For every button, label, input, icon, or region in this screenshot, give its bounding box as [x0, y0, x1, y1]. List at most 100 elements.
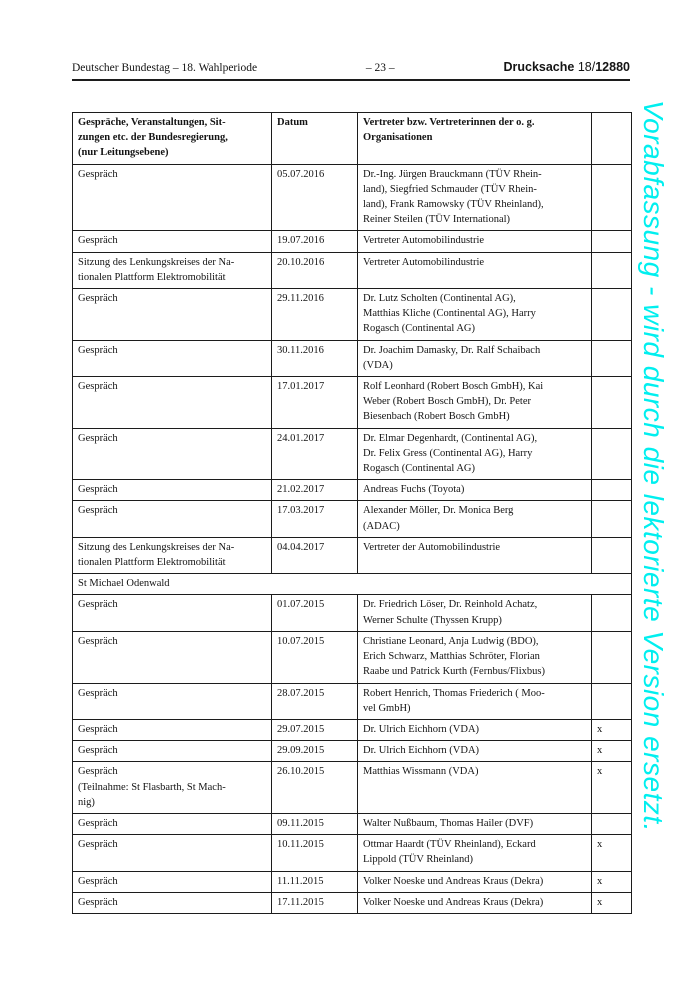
cell-representatives: Vertreter der Automobilindustrie — [357, 536, 592, 575]
watermark-text: Vorabfassung - wird durch die lektoriert… — [638, 100, 669, 832]
cell-representatives: Volker Noeske und Andreas Kraus (Dekra) — [357, 891, 592, 914]
cell-event: Gespräch — [72, 230, 272, 253]
cell-date: 28.07.2015 — [271, 682, 358, 720]
cell-event: Gespräch — [72, 870, 272, 893]
table-row: Gespräch 10.11.2015 Ottmar Haardt (TÜV Rhe… — [72, 834, 632, 872]
cell-representatives: Walter Nußbaum, Thomas Hailer (DVF) — [357, 812, 592, 836]
cell-mark — [591, 339, 632, 378]
cell-representatives: Dr. Lutz Scholten (Continental AG), Matt… — [357, 288, 592, 341]
table-row: Gespräch 30.11.2016 Dr. Joachim Damasky, D… — [72, 339, 632, 378]
cell-event: Gespräch — [72, 594, 272, 632]
cell-representatives: Matthias Wissmann (VDA) — [357, 761, 592, 814]
table-row: Gespräch 29.07.2015 Dr. Ulrich Eichhorn (V… — [72, 718, 632, 742]
cell-event: Gespräch — [72, 740, 272, 763]
cell-mark — [591, 594, 632, 632]
cell-representatives: Rolf Leonhard (Robert Bosch GmbH), Kai W… — [357, 376, 592, 429]
table-row: Gespräch 29.11.2016 Dr. Lutz Scholten (Con… — [72, 288, 632, 341]
cell-mark — [591, 427, 632, 481]
table-row: Gespräch 21.02.2017 Andreas Fuchs (Toyota) — [72, 479, 632, 502]
section-row: St Michael Odenwald — [72, 573, 632, 596]
meetings-table: Gespräche, Veranstaltungen, Sit- zungen … — [72, 112, 632, 914]
cell-mark: x — [591, 891, 632, 914]
table-row: Sitzung des Lenkungskreises der Na- tion… — [72, 536, 632, 575]
cell-event: Gespräch — [72, 479, 272, 502]
cell-mark — [591, 682, 632, 720]
cell-representatives: Robert Henrich, Thomas Friederich ( Moo-… — [357, 682, 592, 720]
table-row: Gespräch 19.07.2016 Vertreter Automobilind… — [72, 230, 632, 253]
cell-representatives: Volker Noeske und Andreas Kraus (Dekra) — [357, 870, 592, 893]
cell-mark — [591, 536, 632, 575]
cell-date: 11.11.2015 — [271, 870, 358, 893]
cell-event: Gespräch — [72, 834, 272, 872]
cell-event: Gespräch — [72, 891, 272, 914]
header-page-number: – 23 – — [365, 62, 395, 74]
cell-date: 29.11.2016 — [271, 288, 358, 341]
cell-mark — [591, 288, 632, 341]
table-row: Gespräch (Teilnahme: St Flasbarth, St Ma… — [72, 761, 632, 814]
cell-representatives: Andreas Fuchs (Toyota) — [357, 479, 592, 502]
table-row: Gespräch 17.01.2017 Rolf Leonhard (Robert … — [72, 376, 632, 429]
drucksache-number: 12880 — [595, 60, 630, 74]
cell-mark — [591, 251, 632, 290]
cell-mark — [591, 163, 632, 232]
column-header-date: Datum — [271, 112, 358, 165]
cell-representatives: Dr.-Ing. Jürgen Brauckmann (TÜV Rhein- l… — [357, 163, 592, 232]
cell-date: 10.11.2015 — [271, 834, 358, 872]
cell-date: 17.01.2017 — [271, 376, 358, 429]
drucksache-label: Drucksache — [503, 60, 575, 74]
column-header-representatives: Vertreter bzw. Vertreterinnen der o. g. … — [357, 112, 592, 165]
column-header-event: Gespräche, Veranstaltungen, Sit- zungen … — [72, 112, 272, 165]
cell-date: 10.07.2015 — [271, 630, 358, 684]
table-row: Gespräch 28.07.2015 Robert Henrich, Thomas… — [72, 682, 632, 720]
cell-mark — [591, 376, 632, 429]
cell-representatives: Alexander Möller, Dr. Monica Berg (ADAC) — [357, 500, 592, 538]
table-row: Gespräch 11.11.2015 Volker Noeske und Andr… — [72, 870, 632, 893]
cell-event: Sitzung des Lenkungskreises der Na- tion… — [72, 251, 272, 290]
cell-representatives: Vertreter Automobilindustrie — [357, 230, 592, 253]
cell-mark: x — [591, 834, 632, 872]
cell-event: Gespräch — [72, 339, 272, 378]
header-drucksache: Drucksache 18/12880 — [503, 60, 630, 74]
cell-event: Gespräch — [72, 163, 272, 232]
drucksache-number-prefix: 18/ — [577, 60, 596, 74]
cell-representatives: Dr. Friedrich Löser, Dr. Reinhold Achatz… — [357, 594, 592, 632]
cell-event: Gespräch — [72, 288, 272, 341]
table-row: Gespräch 24.01.2017 Dr. Elmar Degenhardt, … — [72, 427, 632, 481]
cell-mark — [591, 812, 632, 836]
cell-mark: x — [591, 718, 632, 742]
cell-event: Sitzung des Lenkungskreises der Na- tion… — [72, 536, 272, 575]
cell-mark — [591, 479, 632, 502]
table-row: Gespräch 17.11.2015 Volker Noeske und Andr… — [72, 891, 632, 914]
cell-date: 01.07.2015 — [271, 594, 358, 632]
cell-date: 26.10.2015 — [271, 761, 358, 814]
cell-representatives: Ottmar Haardt (TÜV Rheinland), Eckard Li… — [357, 834, 592, 872]
cell-date: 29.07.2015 — [271, 718, 358, 742]
cell-mark — [591, 630, 632, 684]
cell-date: 20.10.2016 — [271, 251, 358, 290]
cell-representatives: Christiane Leonard, Anja Ludwig (BDO), E… — [357, 630, 592, 684]
cell-date: 19.07.2016 — [271, 230, 358, 253]
cell-event: Gespräch — [72, 812, 272, 836]
cell-event: Gespräch (Teilnahme: St Flasbarth, St Ma… — [72, 761, 272, 814]
cell-date: 17.11.2015 — [271, 891, 358, 914]
cell-date: 09.11.2015 — [271, 812, 358, 836]
cell-event: Gespräch — [72, 718, 272, 742]
table-row: Gespräch 09.11.2015 Walter Nußbaum, Thomas… — [72, 812, 632, 836]
table-row: Sitzung des Lenkungskreises der Na- tion… — [72, 251, 632, 290]
cell-event: Gespräch — [72, 427, 272, 481]
cell-date: 29.09.2015 — [271, 740, 358, 763]
cell-representatives: Dr. Elmar Degenhardt, (Continental AG), … — [357, 427, 592, 481]
cell-mark: x — [591, 870, 632, 893]
table-row: Gespräch 05.07.2016 Dr.-Ing. Jürgen Brauck… — [72, 163, 632, 232]
table-row: Gespräch 17.03.2017 Alexander Möller, Dr. … — [72, 500, 632, 538]
column-header-mark — [591, 112, 632, 165]
cell-date: 05.07.2016 — [271, 163, 358, 232]
cell-date: 30.11.2016 — [271, 339, 358, 378]
cell-mark — [591, 500, 632, 538]
cell-mark: x — [591, 761, 632, 814]
cell-representatives: Dr. Ulrich Eichhorn (VDA) — [357, 740, 592, 763]
cell-date: 21.02.2017 — [271, 479, 358, 502]
cell-event: Gespräch — [72, 500, 272, 538]
cell-representatives: Dr. Ulrich Eichhorn (VDA) — [357, 718, 592, 742]
